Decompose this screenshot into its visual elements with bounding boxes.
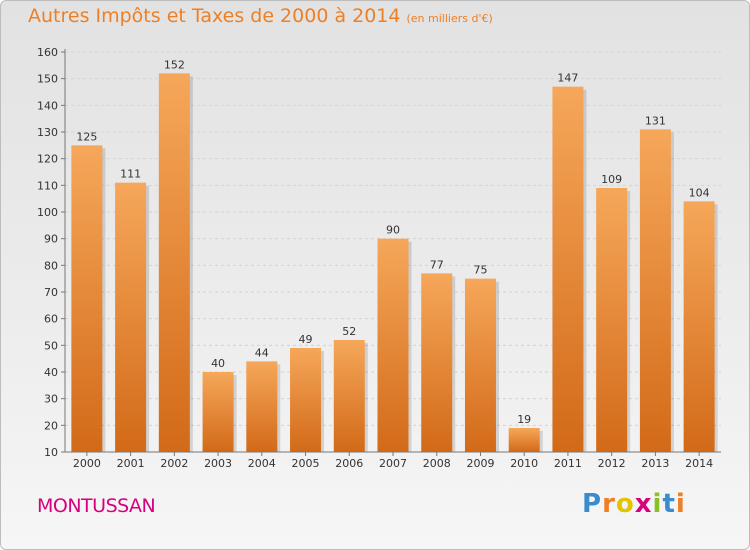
x-tick-label: 2004 <box>248 457 276 470</box>
x-tick-label: 2013 <box>641 457 669 470</box>
bar-2004 <box>246 361 278 452</box>
proxiti-logo: Proxiti <box>582 489 686 519</box>
logo-letter: t <box>662 489 676 519</box>
y-tick-label: 130 <box>37 126 58 139</box>
bar-2014 <box>683 201 715 452</box>
logo-letter: x <box>634 489 653 519</box>
title-text: Autres Impôts et Taxes de 2000 à 2014 <box>28 5 401 27</box>
y-tick-label: 90 <box>44 233 58 246</box>
y-tick-label: 80 <box>44 259 58 272</box>
logo-letter: i <box>675 489 686 519</box>
bar-2006 <box>333 340 365 452</box>
x-tick-label: 2011 <box>554 457 582 470</box>
bar-2003 <box>202 372 234 452</box>
data-label: 131 <box>645 114 666 127</box>
x-tick-label: 2010 <box>510 457 538 470</box>
data-label: 147 <box>557 72 578 85</box>
y-tick-label: 120 <box>37 153 58 166</box>
data-label: 77 <box>430 258 444 271</box>
x-tick-label: 2007 <box>379 457 407 470</box>
data-label: 111 <box>120 168 141 181</box>
y-tick-label: 70 <box>44 286 58 299</box>
axes: 10 20 30 40 50 60 70 80 90 100 110 120 130 140 150 160 2… <box>37 46 721 470</box>
y-tick-label: 50 <box>44 339 58 352</box>
bar-2008 <box>421 273 453 452</box>
data-label: 125 <box>76 130 97 143</box>
bar-2007 <box>377 238 409 452</box>
y-tick-label: 60 <box>44 313 58 326</box>
data-label: 104 <box>689 186 710 199</box>
logo-letter: P <box>582 489 603 519</box>
y-tick-label: 150 <box>37 73 58 86</box>
data-label: 49 <box>299 333 313 346</box>
x-tick-label: 2000 <box>73 457 101 470</box>
bar-2005 <box>290 348 322 452</box>
y-tick-label: 100 <box>37 206 58 219</box>
logo-letter: i <box>652 489 663 519</box>
data-label: 75 <box>473 264 487 277</box>
bar-2010 <box>508 428 540 452</box>
bar-2012 <box>596 188 628 452</box>
logo-letter: r <box>602 489 616 519</box>
data-label: 19 <box>517 413 531 426</box>
data-label: 40 <box>211 357 225 370</box>
y-tick-label: 30 <box>44 393 58 406</box>
data-labels: 125 111 152 40 44 49 52 90 77 75 19 147 109 131 104 <box>76 58 709 426</box>
data-label: 109 <box>601 173 622 186</box>
x-tick-label: 2012 <box>598 457 626 470</box>
data-label: 44 <box>255 346 269 359</box>
logo-letter: o <box>615 489 635 519</box>
bar-2009 <box>464 278 496 452</box>
chart-subtitle: (en milliers d'€) <box>406 12 493 25</box>
x-tick-label: 2002 <box>160 457 188 470</box>
y-tick-label: 40 <box>44 366 58 379</box>
y-tick-label: 110 <box>37 179 58 192</box>
bars <box>71 73 715 453</box>
commune-name: MONTUSSAN <box>37 495 156 517</box>
bar-2001 <box>115 182 147 452</box>
y-tick-label: 10 <box>44 446 58 459</box>
x-tick-label: 2008 <box>423 457 451 470</box>
y-tick-label: 140 <box>37 99 58 112</box>
x-tick-label: 2001 <box>117 457 145 470</box>
data-label: 52 <box>342 325 356 338</box>
chart-title: Autres Impôts et Taxes de 2000 à 2014 (en… <box>28 5 493 27</box>
data-label: 90 <box>386 224 400 237</box>
y-tick-label: 160 <box>37 46 58 59</box>
bar-2013 <box>639 129 671 453</box>
bar-2000 <box>71 145 103 453</box>
x-tick-label: 2005 <box>292 457 320 470</box>
x-tick-label: 2014 <box>685 457 713 470</box>
data-label: 152 <box>164 58 185 71</box>
bar-2002 <box>158 73 190 452</box>
x-tick-label: 2009 <box>466 457 494 470</box>
bar-2011 <box>552 86 584 453</box>
y-tick-label: 20 <box>44 419 58 432</box>
x-tick-label: 2006 <box>335 457 363 470</box>
x-tick-label: 2003 <box>204 457 232 470</box>
